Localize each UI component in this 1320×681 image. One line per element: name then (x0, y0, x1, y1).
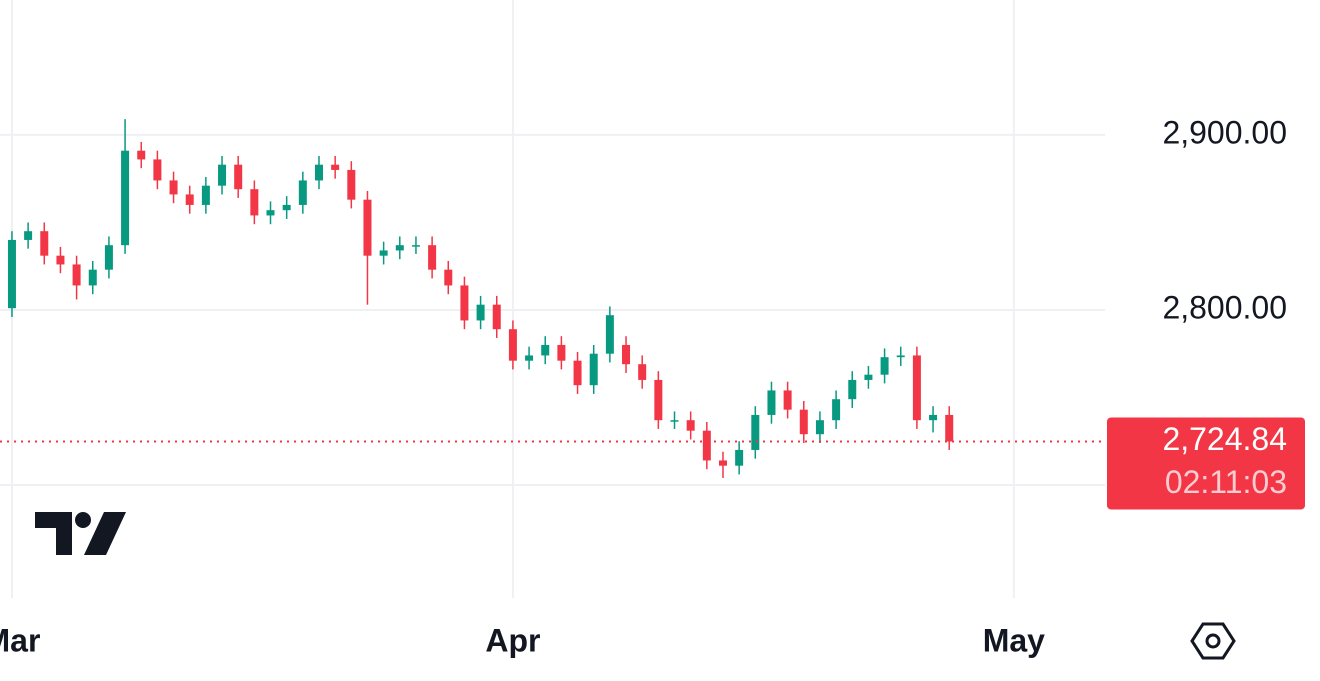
candle-body (492, 304, 501, 330)
labels: 2,700.002,800.002,900.00MarAprMay2,724.8… (0, 114, 1305, 658)
candle-body (815, 420, 824, 435)
candle-body (314, 164, 323, 181)
y-tick-label: 2,800.00 (1162, 289, 1287, 325)
candle-body (250, 189, 259, 216)
grid (0, 0, 1105, 598)
candle-body (137, 150, 146, 160)
candle-body (767, 390, 776, 415)
candle-body (331, 164, 340, 170)
candle-body (702, 430, 711, 461)
candle-body (751, 414, 760, 450)
candle-body (379, 250, 388, 256)
x-tick-label: Mar (0, 622, 40, 658)
candle-body (169, 180, 178, 195)
candles (7, 119, 954, 478)
candle-body (670, 420, 679, 422)
candle-body (718, 460, 727, 466)
candle-body (428, 245, 437, 270)
candle-body (912, 355, 921, 421)
candle-body (541, 344, 550, 356)
candle-body (525, 355, 534, 361)
candle-body (686, 420, 695, 431)
candle-body (104, 245, 113, 270)
candle-body (654, 379, 663, 421)
candle-body (234, 164, 243, 190)
candle-body (622, 344, 631, 365)
candle-body (589, 353, 598, 386)
x-tick-label: May (983, 622, 1045, 658)
candle-body (929, 414, 938, 421)
candle-body (444, 269, 453, 286)
candle-body (783, 390, 792, 410)
candle-body (411, 245, 420, 247)
candle-body (896, 355, 905, 358)
logo-v (84, 512, 126, 555)
candle-body (56, 255, 65, 265)
logo-t (35, 512, 72, 555)
candle-body (573, 360, 582, 386)
logo (35, 512, 126, 555)
candle-body (508, 329, 517, 361)
candle-body (153, 159, 162, 181)
candle-body (880, 357, 889, 375)
settings-circle[interactable] (1205, 633, 1221, 649)
candle-body (557, 344, 566, 361)
candle-body (121, 150, 130, 246)
candle-body (460, 285, 469, 321)
candle-body (282, 204, 291, 211)
candle-body (864, 374, 873, 380)
candle-body (848, 379, 857, 400)
candle-body (347, 169, 356, 200)
candle-body (395, 245, 404, 251)
candle-body (266, 210, 275, 216)
candle-body (476, 304, 485, 321)
candle-body (88, 269, 97, 286)
candle-body (201, 185, 210, 205)
candle-body (638, 364, 647, 380)
candle-body (7, 239, 16, 309)
logo-dot (75, 512, 91, 528)
countdown-label: 02:11:03 (1165, 464, 1287, 500)
candle-body (363, 199, 372, 256)
last-price-badge (1107, 417, 1305, 510)
settings-hexagon[interactable] (1190, 622, 1236, 660)
candle-body (799, 409, 808, 435)
y-tick-label: 2,900.00 (1162, 114, 1287, 150)
candle-body (945, 414, 954, 442)
candle-body (605, 315, 614, 354)
candle-body (40, 231, 49, 256)
settings-button[interactable] (1190, 622, 1236, 660)
candle-body (832, 399, 841, 421)
x-tick-label: Apr (485, 622, 540, 658)
candle-body (735, 449, 744, 466)
candle-body (298, 180, 307, 205)
last-price-label: 2,724.84 (1162, 421, 1287, 457)
candle-body (24, 231, 33, 240)
candle-body (72, 264, 81, 286)
candle-body (218, 164, 227, 186)
candle-body (185, 194, 194, 205)
